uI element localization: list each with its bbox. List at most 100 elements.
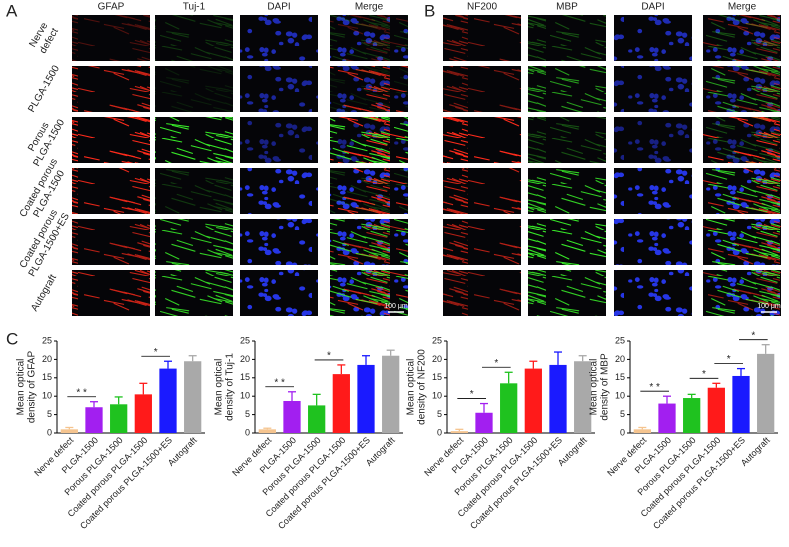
micrograph-channel [72, 117, 150, 163]
y-tick-label: 25 [240, 335, 250, 345]
column-header: DAPI [267, 2, 290, 13]
micrograph-channel [72, 219, 150, 265]
micrograph-channel [443, 168, 521, 214]
bar [757, 353, 775, 433]
column-header: MBP [556, 2, 578, 13]
row-label: PLGA-1500 [26, 63, 62, 114]
bar [574, 361, 592, 433]
significance-mark: * [470, 389, 474, 400]
micrograph-channel [155, 15, 233, 61]
micrograph-channel [155, 168, 233, 214]
micrograph-channel [703, 66, 781, 112]
micrograph-channel [528, 270, 606, 316]
micrograph-channel [330, 15, 408, 61]
bar [475, 412, 493, 433]
micrograph-channel [155, 117, 233, 163]
micrograph-channel [703, 219, 781, 265]
significance-mark: * [727, 354, 731, 365]
micrograph-channel [443, 219, 521, 265]
bar [633, 429, 651, 433]
y-tick-label: 20 [240, 354, 250, 364]
significance-mark: * [327, 351, 331, 362]
micrograph-channel [330, 66, 408, 112]
y-tick-label: 20 [615, 354, 625, 364]
micrograph-channel [330, 219, 408, 265]
y-tick-label: 5 [437, 409, 442, 419]
bar [524, 368, 542, 433]
micrograph-channel [155, 66, 233, 112]
column-header: Tuj-1 [183, 2, 206, 13]
micrograph-channel [240, 270, 318, 316]
significance-mark: * [702, 369, 706, 380]
y-tick-label: 0 [47, 427, 52, 437]
y-tick-label: 0 [437, 427, 442, 437]
panel-label: C [6, 329, 18, 348]
panel-label: A [6, 1, 18, 20]
micrograph-channel [614, 270, 692, 316]
bar [357, 364, 375, 433]
micrograph-channel [614, 219, 692, 265]
y-tick-label: 15 [240, 372, 250, 382]
bar [85, 407, 103, 433]
micrograph-channel [72, 66, 150, 112]
significance-mark: * [494, 358, 498, 369]
row-label-line: Autograft [29, 273, 59, 314]
significance-mark: * [154, 347, 158, 358]
y-tick-label: 5 [245, 409, 250, 419]
bar [658, 403, 676, 433]
y-tick-label: 20 [432, 354, 442, 364]
micrograph-channel [330, 270, 408, 316]
micrograph-channel [614, 66, 692, 112]
micrograph-channel [528, 15, 606, 61]
micrograph-channel [240, 66, 318, 112]
micrograph-channel [330, 117, 408, 163]
micrograph-channel [155, 219, 233, 265]
micrograph-channel [155, 270, 233, 316]
micrograph-channel [240, 168, 318, 214]
bar [707, 387, 725, 433]
scale-bar-label: 100 μm [757, 303, 781, 310]
bar [332, 374, 350, 433]
micrograph-channel [240, 15, 318, 61]
micrograph-channel [614, 15, 692, 61]
scale-bar-label: 100 μm [384, 303, 408, 310]
column-header: GFAP [98, 2, 125, 13]
micrograph-channel [330, 168, 408, 214]
micrograph-channel [614, 117, 692, 163]
y-tick-label: 0 [245, 427, 250, 437]
panel-label: B [424, 1, 435, 20]
y-tick-label: 15 [432, 372, 442, 382]
micrograph-channel [703, 15, 781, 61]
bar [184, 361, 202, 433]
column-header: DAPI [641, 2, 664, 13]
bar [732, 375, 750, 433]
micrograph-channel [528, 117, 606, 163]
bar [382, 355, 400, 433]
micrograph-channel [703, 270, 781, 316]
bar [159, 368, 177, 433]
y-tick-label: 10 [240, 391, 250, 401]
significance-mark: * * [76, 387, 87, 398]
y-axis-label: Mean optical [589, 359, 600, 416]
row-label-line: PLGA-1500 [26, 63, 62, 114]
y-axis-label: density of Tuj-1 [225, 353, 236, 421]
significance-mark: * * [274, 377, 285, 388]
y-axis-label: density of NF200 [417, 349, 428, 425]
y-tick-label: 5 [47, 409, 52, 419]
y-axis-label: Mean optical [214, 359, 225, 416]
micrograph-channel [528, 219, 606, 265]
column-header: Merge [355, 2, 384, 13]
significance-mark: * * [649, 382, 660, 393]
y-tick-label: 20 [42, 354, 52, 364]
y-tick-label: 0 [620, 427, 625, 437]
bar [283, 400, 301, 433]
y-tick-label: 15 [42, 372, 52, 382]
micrograph-channel [72, 270, 150, 316]
micrograph-channel [528, 66, 606, 112]
micrograph-channel [703, 168, 781, 214]
micrograph-channel [72, 168, 150, 214]
